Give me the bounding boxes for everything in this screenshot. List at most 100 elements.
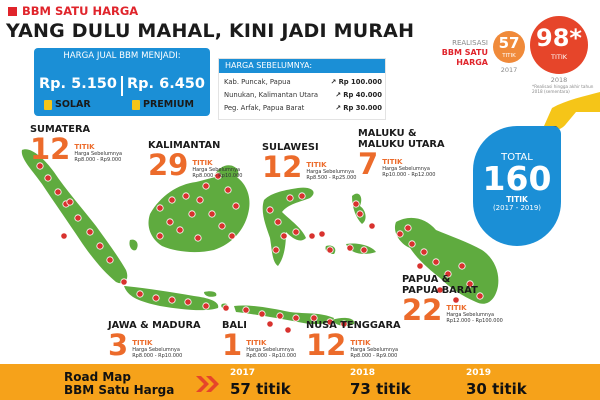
location-pin-icon — [242, 306, 250, 314]
location-pin-icon — [156, 204, 164, 212]
region-name: KALIMANTAN — [148, 140, 221, 151]
location-pin-icon — [274, 218, 282, 226]
island-sumatera — [21, 149, 128, 284]
location-pin-icon — [326, 318, 334, 326]
location-pin-icon — [284, 326, 292, 334]
realisasi-line1: REALISASI — [452, 39, 488, 47]
location-pin-icon — [214, 172, 222, 180]
region-count: 12 — [306, 328, 347, 362]
location-pin-icon — [66, 198, 74, 206]
island-sulawesi — [262, 187, 314, 266]
location-pin-icon — [352, 200, 360, 208]
island-madura — [204, 291, 217, 297]
region-prev-label: Harga Sebelumnya — [382, 166, 430, 172]
island-kalimantan-north — [214, 165, 239, 184]
row-price: ↗ Rp 40.000 — [335, 91, 382, 99]
location-pin-icon — [396, 230, 404, 238]
roadmap-title-line2: BBM Satu Harga — [64, 383, 175, 397]
location-pin-icon — [208, 210, 216, 218]
tagline-text: BBM SATU HARGA — [22, 4, 139, 18]
location-pin-icon — [224, 186, 232, 194]
region-prev-range: Rp12.000 - Rp100.000 — [446, 318, 503, 324]
location-pin-icon — [280, 232, 288, 240]
stat-2017-value: 57 — [498, 34, 520, 52]
location-pins — [36, 162, 484, 334]
region-count-row: 22 TITIK Harga Sebelumnya Rp12.000 - Rp1… — [402, 293, 503, 327]
location-pin-icon — [458, 262, 466, 270]
location-pin-icon — [326, 246, 334, 254]
region-count: 22 — [402, 293, 443, 327]
location-pin-icon — [292, 228, 300, 236]
price-divider — [121, 76, 123, 96]
region-name: JAWA & MADURA — [108, 320, 201, 331]
price-box-heading: HARGA JUAL BBM MENJADI: — [63, 51, 181, 61]
location-pin-icon — [166, 218, 174, 226]
location-pin-icon — [360, 246, 368, 254]
previous-price-row: Nunukan, Kalimantan Utara ↗ Rp 40.000 — [224, 91, 382, 99]
stat-2018-note: *Realisasi hingga akhir tahun 2018 (seme… — [532, 84, 594, 94]
location-pin-icon — [404, 224, 412, 232]
location-pin-icon — [222, 304, 230, 312]
location-pin-icon — [176, 226, 184, 234]
location-pin-icon — [276, 312, 284, 320]
region-papua: PAPUA & PAPUA BARAT 22 TITIK Harga Sebel… — [402, 274, 503, 327]
roadmap-title: Road Map BBM Satu Harga — [64, 371, 174, 397]
location-pin-icon — [266, 320, 274, 328]
region-name: SULAWESI — [262, 142, 319, 153]
region-name: MALUKU & MALUKU UTARA — [358, 128, 445, 150]
stat-2018-badge: 98* TITIK — [530, 16, 588, 74]
location-pin-icon — [188, 210, 196, 218]
region-prev-label: Harga Sebelumnya — [74, 151, 123, 157]
region-count-row: 12 TITIK Harga Sebelumnya Rp8.000 - Rp9.… — [30, 132, 123, 166]
region-unit: TITIK — [350, 339, 371, 347]
roadmap-value-2019: 30 titik — [466, 380, 527, 398]
island-bangka — [129, 239, 138, 251]
region-prev-range: Rp8.000 - Rp10.000 — [246, 353, 297, 359]
region-prev-range: Rp10.000 - Rp12.000 — [382, 172, 436, 178]
region-nusa-tenggara: NUSA TENGGARA 12 TITIK Harga Sebelumnya … — [306, 320, 401, 362]
location-pin-icon — [346, 244, 354, 252]
location-pin-icon — [136, 290, 144, 298]
location-pin-icon — [432, 258, 440, 266]
region-count: 7 — [358, 147, 379, 181]
total-value: 160 — [482, 159, 552, 198]
island-nusa-tenggara — [234, 305, 334, 325]
solar-price: Rp. 5.150 — [39, 76, 117, 92]
location-pin-icon — [436, 286, 444, 294]
region-name: BALI — [222, 320, 247, 331]
solar-label: SOLAR — [55, 99, 91, 110]
roadmap-title-line1: Road Map — [64, 370, 131, 384]
tagline: BBM SATU HARGA — [8, 4, 138, 18]
location-pin-icon — [182, 192, 190, 200]
region-count-row: 12 TITIK Harga Sebelumnya Rp8.500 - Rp25… — [262, 153, 357, 182]
location-pin-icon — [228, 232, 236, 240]
location-pin-icon — [44, 174, 52, 182]
location-pin-icon — [54, 188, 62, 196]
realisasi-line2: BBM SATU HARGA — [441, 48, 488, 67]
previous-price-row: Peg. Arfak, Papua Barat ↗ Rp 30.000 — [224, 104, 382, 112]
location-pin-icon — [232, 202, 240, 210]
region-kalimantan: KALIMANTAN 29 TITIK Harga Sebelumnya Rp8… — [148, 140, 242, 180]
stat-2017-badge: 57 TITIK — [493, 31, 525, 63]
region-unit: TITIK — [192, 159, 213, 167]
island-kalimantan — [148, 175, 250, 253]
location-pin-icon — [466, 280, 474, 288]
solar-tag: SOLAR — [44, 99, 91, 110]
fuel-pump-icon — [132, 99, 140, 110]
location-pin-icon — [266, 206, 274, 214]
region-count: 12 — [30, 132, 71, 166]
previous-price-heading: HARGA SEBELUMNYA: — [219, 59, 385, 73]
region-prev-label: Harga Sebelumnya — [350, 347, 399, 353]
region-prev-range: Rp8.500 - Rp25.000 — [306, 175, 357, 181]
region-count-row: 1 TITIK Harga Sebelumnya Rp8.000 - Rp10.… — [222, 331, 297, 360]
location-pin-icon — [476, 292, 484, 300]
location-pin-icon — [194, 234, 202, 242]
location-pin-icon — [416, 262, 424, 270]
realisasi-label: REALISASI BBM SATU HARGA — [408, 38, 488, 68]
location-pin-icon — [298, 192, 306, 200]
stat-2018-value: 98* — [536, 24, 582, 52]
stat-2018-year: 2018 — [550, 76, 568, 84]
location-pin-icon — [202, 182, 210, 190]
previous-price-box: HARGA SEBELUMNYA: Kab. Puncak, Papua ↗ Rp… — [218, 58, 386, 120]
region-name: NUSA TENGGARA — [306, 320, 401, 331]
